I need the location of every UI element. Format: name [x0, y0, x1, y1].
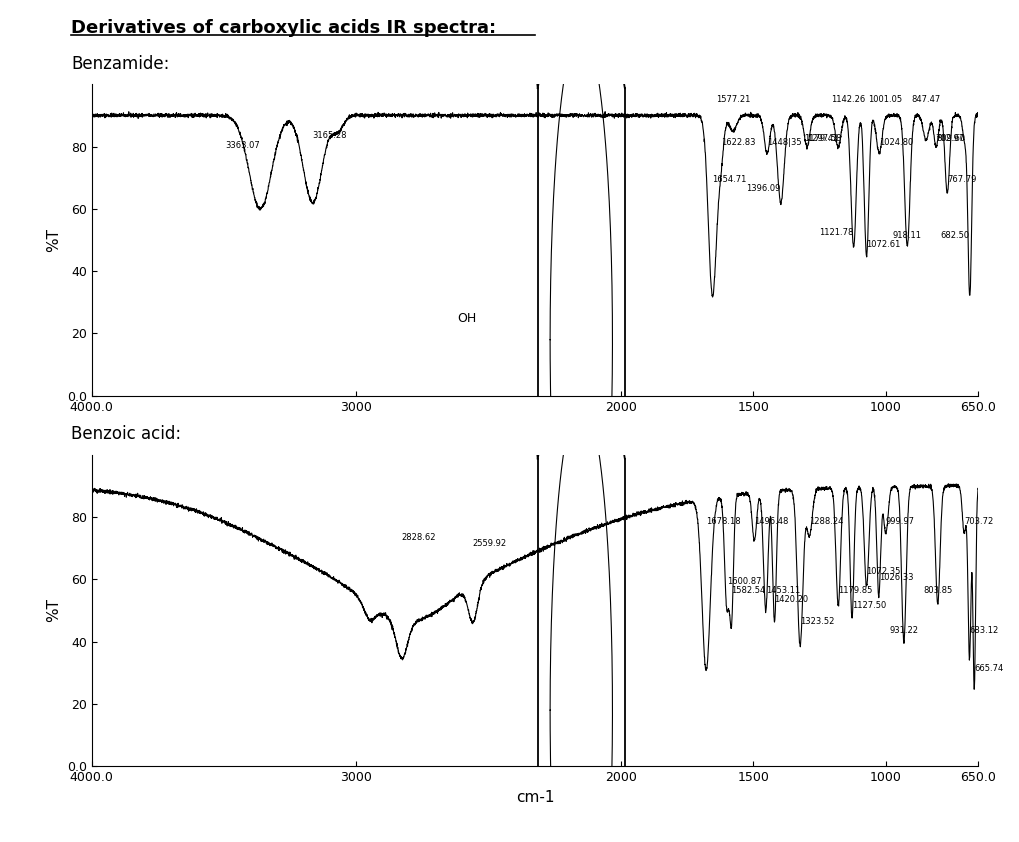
Text: 1600.87: 1600.87	[727, 577, 761, 585]
Text: OH: OH	[458, 312, 476, 325]
Text: 1678.18: 1678.18	[706, 517, 741, 526]
Text: 1026.33: 1026.33	[878, 573, 913, 583]
Text: 767.79: 767.79	[947, 175, 976, 184]
Text: 1453.11: 1453.11	[765, 586, 800, 594]
Text: 931.22: 931.22	[890, 626, 918, 636]
Text: 703.72: 703.72	[964, 517, 994, 526]
Y-axis label: %T: %T	[46, 599, 61, 622]
Text: 3363.07: 3363.07	[225, 141, 260, 150]
Text: 809.60: 809.60	[936, 135, 965, 143]
Text: Benzamide:: Benzamide:	[71, 55, 170, 72]
Text: 2828.62: 2828.62	[401, 533, 436, 542]
Text: 683.12: 683.12	[969, 626, 999, 636]
Text: 1297.58: 1297.58	[807, 135, 842, 143]
Text: 1072.35: 1072.35	[866, 568, 901, 576]
Text: 918.11: 918.11	[893, 231, 922, 240]
Text: 1420.20: 1420.20	[774, 595, 808, 605]
Text: 1288.24: 1288.24	[809, 517, 844, 526]
Y-axis label: %T: %T	[46, 228, 61, 252]
Text: 1179.42: 1179.42	[804, 135, 839, 143]
X-axis label: cm-1: cm-1	[516, 790, 554, 805]
Text: Benzoic acid:: Benzoic acid:	[71, 425, 181, 443]
Text: 1072.61: 1072.61	[866, 240, 901, 249]
Text: 803.85: 803.85	[923, 586, 952, 594]
Text: 1622.83: 1622.83	[720, 137, 755, 147]
Text: 1127.50: 1127.50	[852, 601, 887, 610]
Text: 1582.54: 1582.54	[732, 586, 765, 594]
Text: 702.97: 702.97	[935, 135, 964, 143]
Text: 682.50: 682.50	[941, 231, 970, 240]
Text: 1577.21: 1577.21	[715, 95, 750, 104]
Text: Derivatives of carboxylic acids IR spectra:: Derivatives of carboxylic acids IR spect…	[71, 19, 496, 36]
Text: 1396.09: 1396.09	[747, 184, 781, 193]
Text: 1179.85: 1179.85	[838, 586, 872, 594]
Text: 847.47: 847.47	[911, 95, 941, 104]
Text: 1024.80: 1024.80	[879, 137, 913, 147]
Text: 665.74: 665.74	[974, 663, 1004, 673]
Text: 1323.52: 1323.52	[800, 617, 835, 626]
Text: 3165.28: 3165.28	[313, 131, 347, 141]
Text: 1142.26: 1142.26	[830, 95, 865, 104]
Text: 1654.71: 1654.71	[712, 175, 747, 184]
Text: 1001.05: 1001.05	[868, 95, 903, 104]
Text: 1121.78: 1121.78	[819, 228, 853, 237]
Text: 999.97: 999.97	[886, 517, 915, 526]
Text: 1448|35: 1448|35	[767, 137, 802, 147]
Text: 2559.92: 2559.92	[473, 539, 506, 548]
Text: 1496.48: 1496.48	[754, 517, 789, 526]
